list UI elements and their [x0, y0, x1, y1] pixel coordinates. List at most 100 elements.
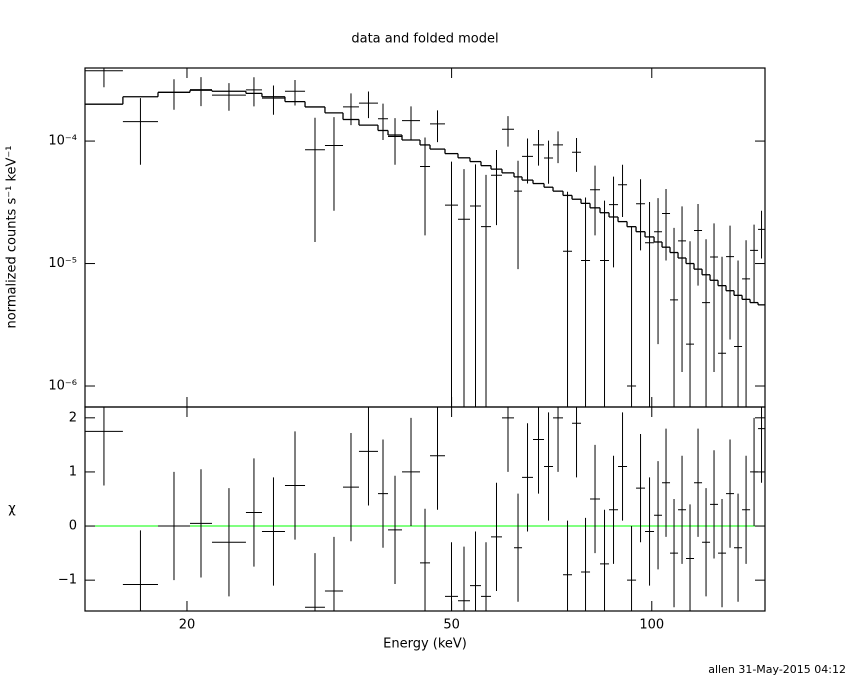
data-point — [563, 191, 573, 407]
data-point — [324, 536, 344, 611]
data-point — [670, 498, 679, 608]
data-point — [514, 493, 523, 602]
data-point — [590, 444, 601, 554]
data-point — [501, 407, 515, 472]
data-point — [654, 198, 663, 345]
data-point — [533, 407, 545, 494]
data-point — [581, 197, 591, 407]
data-point — [358, 91, 378, 119]
data-point — [122, 98, 158, 165]
data-point — [402, 106, 421, 141]
data-point — [470, 164, 482, 407]
data-point — [662, 428, 671, 537]
data-point — [157, 79, 190, 110]
data-point — [522, 423, 534, 532]
x-tick-label: 50 — [443, 618, 460, 633]
data-point — [122, 530, 158, 611]
data-point — [245, 77, 262, 107]
data-point — [491, 149, 502, 226]
data-point — [734, 493, 743, 602]
data-point — [702, 488, 711, 597]
y-tick-label: 1 — [69, 464, 77, 479]
data-point — [324, 117, 344, 211]
data-point — [662, 189, 671, 261]
data-point — [726, 225, 735, 340]
data-point — [420, 508, 431, 611]
data-point — [430, 407, 445, 510]
data-point — [402, 417, 421, 527]
data-point — [544, 140, 554, 184]
plot-area — [85, 68, 765, 407]
data-point — [678, 206, 687, 373]
data-point — [702, 239, 711, 407]
data-point — [211, 83, 246, 111]
data-point — [742, 455, 751, 564]
data-point — [211, 488, 246, 597]
data-point — [750, 224, 759, 303]
data-point — [563, 520, 573, 611]
data-point — [261, 85, 285, 115]
data-point — [481, 542, 492, 611]
data-point — [358, 407, 378, 506]
data-point — [305, 553, 325, 611]
data-point — [636, 434, 646, 543]
data-point — [654, 461, 663, 570]
data-point — [522, 138, 534, 184]
data-point — [85, 407, 123, 486]
data-point — [572, 407, 582, 478]
x-axis-label: Energy (keV) — [383, 637, 467, 652]
data-point — [481, 174, 492, 407]
data-point — [600, 200, 610, 407]
data-point — [501, 116, 515, 147]
data-point — [388, 118, 403, 165]
data-point — [678, 455, 687, 564]
y-tick-label: 0 — [69, 519, 77, 534]
y-tick-label: 2 — [69, 410, 77, 425]
data-point — [742, 240, 751, 407]
data-point — [590, 165, 601, 236]
y-tick-label: 10⁻⁶ — [48, 379, 77, 394]
data-point — [444, 161, 458, 407]
data-point — [726, 439, 735, 548]
data-point — [305, 117, 325, 242]
data-point — [420, 137, 431, 236]
data-point — [686, 504, 695, 611]
data-point — [189, 469, 212, 578]
data-point — [609, 455, 619, 564]
data-point — [618, 412, 628, 521]
data-point — [710, 450, 719, 559]
data-point — [491, 482, 502, 591]
x-tick-label: 20 — [179, 618, 196, 633]
data-point — [718, 498, 727, 608]
y-axis-label: normalized counts s⁻¹ keV⁻¹ — [5, 146, 20, 329]
y-tick-label: −1 — [58, 573, 77, 588]
data-point — [189, 77, 212, 107]
x-tick-label: 100 — [639, 618, 664, 633]
data-point — [553, 407, 564, 472]
footer: allen 31-May-2015 04:12 — [708, 663, 846, 676]
data-point — [694, 428, 703, 537]
data-point — [710, 223, 719, 373]
chart-title: data and folded model — [351, 32, 498, 47]
plot-area — [85, 407, 765, 611]
data-point — [514, 160, 523, 270]
data-point — [430, 110, 445, 143]
data-point — [457, 169, 471, 407]
data-point — [157, 471, 190, 581]
data-point — [553, 131, 564, 164]
data-point — [645, 477, 655, 586]
data-point — [444, 542, 458, 611]
data-point — [377, 439, 389, 548]
data-point — [694, 204, 703, 286]
data-point — [572, 137, 582, 172]
data-point — [627, 526, 637, 611]
data-point — [377, 103, 389, 141]
data-point — [758, 210, 765, 259]
data-point — [388, 475, 403, 584]
data-point — [343, 432, 359, 542]
data-point — [544, 412, 554, 521]
data-point — [261, 477, 285, 586]
data-point — [85, 68, 123, 88]
data-point — [581, 517, 591, 611]
